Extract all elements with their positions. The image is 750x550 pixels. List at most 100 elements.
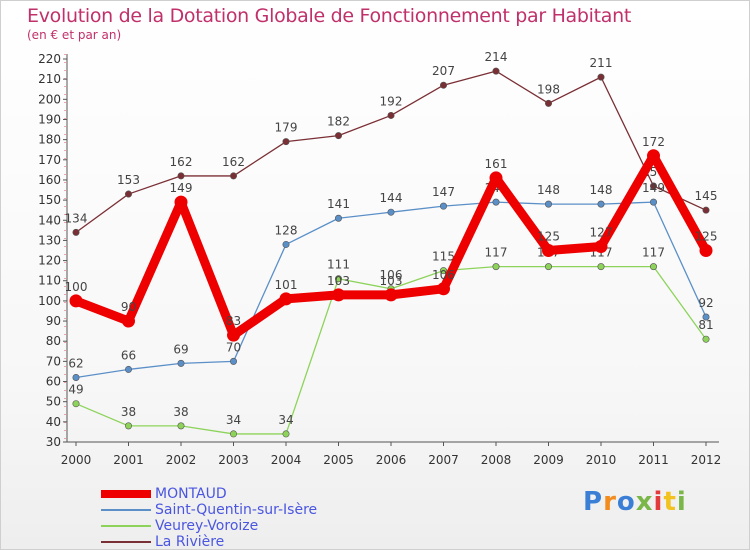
x-tick-label: 2012 <box>691 453 722 467</box>
data-label-la-rivi-re: 162 <box>170 155 193 169</box>
logo-letter: P <box>583 487 604 517</box>
data-point-saint-quentin-sur-is-re <box>230 357 238 365</box>
data-point-la-rivi-re <box>230 172 238 180</box>
data-label-saint-quentin-sur-is-re: 66 <box>121 348 136 362</box>
x-tick-label: 2002 <box>166 453 197 467</box>
data-label-la-rivi-re: 211 <box>590 56 613 70</box>
data-label-montaud: 103 <box>380 274 403 288</box>
data-label-veurey-voroize: 106 <box>380 268 403 282</box>
data-label-la-rivi-re: 145 <box>695 189 718 203</box>
data-label-veurey-voroize: 81 <box>698 318 713 332</box>
data-label-veurey-voroize: 38 <box>173 405 188 419</box>
data-label-montaud: 161 <box>485 157 508 171</box>
data-point-saint-quentin-sur-is-re <box>702 313 710 321</box>
data-point-montaud <box>279 292 293 306</box>
data-label-veurey-voroize: 34 <box>278 413 293 427</box>
data-point-veurey-voroize <box>702 335 710 343</box>
data-point-la-rivi-re <box>649 182 657 190</box>
data-point-montaud <box>69 294 83 308</box>
data-label-saint-quentin-sur-is-re: 148 <box>590 183 613 197</box>
data-point-veurey-voroize <box>544 263 552 271</box>
data-point-saint-quentin-sur-is-re <box>72 373 80 381</box>
data-label-la-rivi-re: 162 <box>222 155 245 169</box>
data-point-veurey-voroize <box>230 430 238 438</box>
legend-label: Veurey-Voroize <box>155 518 259 534</box>
y-tick-label: 80 <box>46 334 61 348</box>
data-label-saint-quentin-sur-is-re: 62 <box>68 356 83 370</box>
y-tick-label: 70 <box>46 354 61 368</box>
data-point-la-rivi-re <box>387 111 395 119</box>
data-point-la-rivi-re <box>492 67 500 75</box>
legend-label: La Rivière <box>155 534 225 550</box>
data-point-saint-quentin-sur-is-re <box>597 200 605 208</box>
logo-letter: i <box>653 487 664 517</box>
data-label-la-rivi-re: 153 <box>117 173 140 187</box>
data-label-la-rivi-re: 198 <box>537 82 560 96</box>
proxiti-logo: Proxiti <box>583 487 687 517</box>
data-label-veurey-voroize: 117 <box>642 246 665 260</box>
data-point-veurey-voroize <box>597 263 605 271</box>
data-label-veurey-voroize: 117 <box>485 246 508 260</box>
x-tick-label: 2009 <box>533 453 564 467</box>
x-tick-label: 2000 <box>61 453 92 467</box>
data-label-saint-quentin-sur-is-re: 148 <box>537 183 560 197</box>
y-tick-label: 150 <box>38 193 61 207</box>
data-point-montaud <box>489 171 503 185</box>
data-point-la-rivi-re <box>72 228 80 236</box>
data-label-saint-quentin-sur-is-re: 144 <box>380 191 403 205</box>
y-tick-label: 220 <box>38 52 61 66</box>
data-point-veurey-voroize <box>282 430 290 438</box>
data-label-veurey-voroize: 111 <box>327 258 350 272</box>
data-label-montaud: 101 <box>275 278 298 292</box>
data-label-montaud: 83 <box>226 314 241 328</box>
data-label-la-rivi-re: 192 <box>380 94 403 108</box>
x-tick-label: 2010 <box>586 453 617 467</box>
data-point-montaud <box>594 239 608 253</box>
data-point-montaud <box>174 195 188 209</box>
x-tick-label: 2005 <box>323 453 354 467</box>
data-point-saint-quentin-sur-is-re <box>649 198 657 206</box>
legend-item: La Rivière <box>101 534 317 550</box>
x-tick-label: 2001 <box>113 453 144 467</box>
data-point-saint-quentin-sur-is-re <box>125 365 133 373</box>
data-label-montaud: 172 <box>642 135 665 149</box>
data-label-saint-quentin-sur-is-re: 128 <box>275 223 298 237</box>
y-tick-label: 40 <box>46 415 61 429</box>
legend-label: MONTAUD <box>155 486 227 502</box>
logo-letter: i <box>676 487 687 517</box>
y-tick-label: 210 <box>38 72 61 86</box>
y-tick-label: 200 <box>38 92 61 106</box>
data-label-saint-quentin-sur-is-re: 92 <box>698 296 713 310</box>
logo-letter: t <box>663 487 677 517</box>
y-tick-label: 90 <box>46 314 61 328</box>
data-label-la-rivi-re: 207 <box>432 64 455 78</box>
data-point-montaud <box>332 288 345 302</box>
data-label-montaud: 149 <box>170 181 193 195</box>
x-tick-label: 2006 <box>376 453 407 467</box>
data-point-la-rivi-re <box>597 73 605 81</box>
data-label-veurey-voroize: 34 <box>226 413 241 427</box>
data-point-saint-quentin-sur-is-re <box>544 200 552 208</box>
x-tick-label: 2011 <box>638 453 669 467</box>
data-point-la-rivi-re <box>544 99 552 107</box>
data-point-montaud <box>542 244 555 257</box>
data-label-saint-quentin-sur-is-re: 141 <box>327 197 350 211</box>
data-point-saint-quentin-sur-is-re <box>492 198 500 206</box>
data-label-montaud: 90 <box>121 300 136 314</box>
y-tick-label: 190 <box>38 112 61 126</box>
data-point-saint-quentin-sur-is-re <box>387 208 395 216</box>
data-point-la-rivi-re <box>177 172 185 180</box>
data-label-veurey-voroize: 49 <box>68 383 83 397</box>
legend-swatch <box>101 490 151 498</box>
y-tick-label: 180 <box>38 133 61 147</box>
x-tick-label: 2007 <box>428 453 459 467</box>
data-label-la-rivi-re: 214 <box>485 50 508 64</box>
data-label-la-rivi-re: 179 <box>275 121 298 135</box>
data-label-saint-quentin-sur-is-re: 147 <box>432 185 455 199</box>
data-point-veurey-voroize <box>439 267 447 275</box>
y-tick-label: 110 <box>38 274 61 288</box>
data-label-montaud: 125 <box>537 230 560 244</box>
chart-subtitle: (en € et par an) <box>27 28 122 42</box>
